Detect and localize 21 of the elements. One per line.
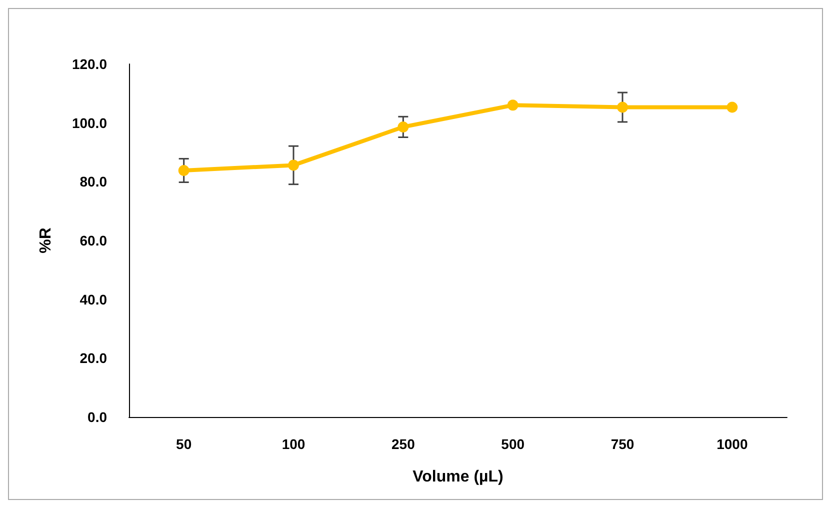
x-tick-label: 250 [391,436,416,452]
x-tick-label: 750 [610,436,634,452]
y-tick-label: 60.0 [80,232,108,248]
y-tick-label: 20.0 [80,350,108,366]
point [726,102,738,113]
point [178,164,190,176]
x-tick-label: 50 [176,436,192,452]
x-tick-label: 500 [501,436,525,452]
x-tick-label: 100 [282,436,306,452]
y-tick-label: 120.0 [72,56,108,72]
point [507,100,518,111]
y-tick-label: 80.0 [80,174,108,190]
point [617,102,628,113]
y-axis-title: %R [38,227,54,254]
x-tick-label: 1000 [716,436,748,452]
x-axis-title: Volume (µL) [412,468,504,486]
point [288,160,299,171]
y-tick-label: 0.0 [88,409,108,425]
point [398,121,409,132]
y-tick-label: 40.0 [80,291,108,308]
y-tick-label: 100.0 [72,114,108,131]
